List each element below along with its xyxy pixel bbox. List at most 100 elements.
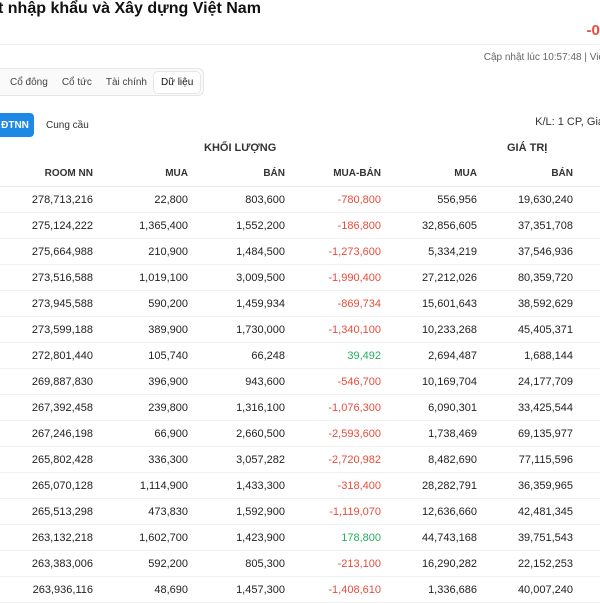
volume-buy-cell: 48,690 xyxy=(93,576,188,603)
value-buy-cell: 6,090,301 xyxy=(381,394,477,421)
row-spacer xyxy=(573,394,600,421)
volume-buy-cell: 1,602,700 xyxy=(93,524,188,551)
value-buy-cell: 32,856,605 xyxy=(381,212,477,239)
volume-buy-cell: 396,900 xyxy=(93,368,188,395)
room-nn-cell: 267,246,198 xyxy=(0,420,93,447)
value-sell-cell: 45,405,371 xyxy=(477,316,573,343)
value-sell-cell: 1,688,144 xyxy=(477,342,573,369)
value-sell-cell: 37,351,708 xyxy=(477,212,573,239)
table-row: 265,802,428 336,300 3,057,282 -2,720,982 8,4… xyxy=(0,446,600,473)
value-buy-cell: 556,956 xyxy=(381,186,477,213)
row-spacer xyxy=(573,498,600,525)
value-buy-cell: 27,212,026 xyxy=(381,264,477,291)
value-sell-cell: 33,425,544 xyxy=(477,394,573,421)
tab-co-dong[interactable]: Cổ đông xyxy=(10,76,48,88)
volume-sell-cell: 2,660,500 xyxy=(188,420,285,447)
volume-sell-cell: 1,592,900 xyxy=(188,498,285,525)
tab-du-lieu[interactable]: Dữ liệu xyxy=(154,71,201,93)
room-nn-cell: 263,132,218 xyxy=(0,524,93,551)
column-header-volume-net[interactable]: MUA-BÁN xyxy=(285,160,381,187)
volume-buy-cell: 210,900 xyxy=(93,238,188,265)
volume-sell-cell: 1,730,000 xyxy=(188,316,285,343)
room-nn-cell: 265,802,428 xyxy=(0,446,93,473)
foreign-trading-table: ROOM NN MUA BÁN MUA-BÁN MUA BÁN 278,713,… xyxy=(0,160,600,603)
volume-buy-cell: 473,830 xyxy=(93,498,188,525)
value-buy-cell: 5,334,219 xyxy=(381,238,477,265)
table-row: 267,246,198 66,900 2,660,500 -2,593,600 1,73… xyxy=(0,420,600,447)
value-sell-cell: 69,135,977 xyxy=(477,420,573,447)
room-nn-cell: 267,392,458 xyxy=(0,394,93,421)
volume-sell-cell: 1,552,200 xyxy=(188,212,285,239)
value-buy-cell: 28,282,791 xyxy=(381,472,477,499)
group-header-value: GIÁ TRỊ xyxy=(507,142,548,154)
section-tabs: Cổ đông Cổ tức Tài chính Dữ liệu xyxy=(0,68,205,96)
update-time: Cập nhật lúc 10:57:48 | Việ xyxy=(483,52,600,63)
table-row: 263,936,116 48,690 1,457,300 -1,408,610 1,33… xyxy=(0,576,600,603)
tab-tai-chinh[interactable]: Tài chính xyxy=(105,76,147,88)
value-buy-cell: 10,233,268 xyxy=(381,316,477,343)
volume-buy-cell: 336,300 xyxy=(93,446,188,473)
value-sell-cell: 42,481,345 xyxy=(477,498,573,525)
column-header-volume-sell[interactable]: BÁN xyxy=(188,160,285,187)
group-header-volume: KHỐI LƯỢNG xyxy=(204,142,277,154)
volume-net-cell: -318,400 xyxy=(285,472,381,499)
value-sell-cell: 77,115,596 xyxy=(477,446,573,473)
row-spacer xyxy=(573,264,600,291)
table-row: 263,383,006 592,200 805,300 -213,100 16,290,… xyxy=(0,550,600,577)
room-nn-cell: 272,801,440 xyxy=(0,342,93,369)
room-nn-cell: 265,513,298 xyxy=(0,498,93,525)
value-buy-cell: 15,601,643 xyxy=(381,290,477,317)
value-buy-cell: 2,694,487 xyxy=(381,342,477,369)
table-row: 273,945,588 590,200 1,459,934 -869,734 15,60… xyxy=(0,290,600,317)
volume-net-cell: -213,100 xyxy=(285,550,381,577)
volume-sell-cell: 66,248 xyxy=(188,342,285,369)
volume-net-cell: -1,076,300 xyxy=(285,394,381,421)
column-header-room-nn[interactable]: ROOM NN xyxy=(0,160,93,187)
volume-net-cell: -2,593,600 xyxy=(285,420,381,447)
room-nn-cell: 278,713,216 xyxy=(0,186,93,213)
row-spacer xyxy=(573,576,600,603)
room-nn-cell: 275,664,988 xyxy=(0,238,93,265)
room-nn-cell: 273,599,188 xyxy=(0,316,93,343)
subtab-dtnn-button[interactable]: ĐTNN xyxy=(0,113,34,137)
table-row: 269,887,830 396,900 943,600 -546,700 10,169,… xyxy=(0,368,600,395)
row-spacer xyxy=(573,472,600,499)
volume-buy-cell: 1,019,100 xyxy=(93,264,188,291)
row-spacer xyxy=(573,342,600,369)
table-row: 273,516,588 1,019,100 3,009,500 -1,990,400 2… xyxy=(0,264,600,291)
volume-buy-cell: 105,740 xyxy=(93,342,188,369)
row-spacer xyxy=(573,368,600,395)
header-divider xyxy=(0,44,600,45)
value-sell-cell: 37,546,936 xyxy=(477,238,573,265)
volume-sell-cell: 1,484,500 xyxy=(188,238,285,265)
value-sell-cell: 80,359,720 xyxy=(477,264,573,291)
value-buy-cell: 12,636,660 xyxy=(381,498,477,525)
room-nn-cell: 273,945,588 xyxy=(0,290,93,317)
column-header-volume-buy[interactable]: MUA xyxy=(93,160,188,187)
value-sell-cell: 39,751,543 xyxy=(477,524,573,551)
volume-net-cell: 178,800 xyxy=(285,524,381,551)
row-spacer xyxy=(573,186,600,213)
volume-sell-cell: 3,057,282 xyxy=(188,446,285,473)
room-nn-cell: 275,124,222 xyxy=(0,212,93,239)
table-row: 265,070,128 1,114,900 1,433,300 -318,400 28,… xyxy=(0,472,600,499)
volume-net-cell: -1,408,610 xyxy=(285,576,381,603)
subtab-cung-cau-button[interactable]: Cung cầu xyxy=(46,119,89,131)
table-body: 278,713,216 22,800 803,600 -780,800 556,956 1… xyxy=(0,186,600,603)
volume-sell-cell: 1,316,100 xyxy=(188,394,285,421)
column-header-value-sell[interactable]: BÁN xyxy=(477,160,573,187)
volume-net-cell: 39,492 xyxy=(285,342,381,369)
room-nn-cell: 263,936,116 xyxy=(0,576,93,603)
column-header-value-buy[interactable]: MUA xyxy=(381,160,477,187)
value-buy-cell: 1,336,686 xyxy=(381,576,477,603)
volume-net-cell: -1,119,070 xyxy=(285,498,381,525)
room-nn-cell: 269,887,830 xyxy=(0,368,93,395)
table-header-row: ROOM NN MUA BÁN MUA-BÁN MUA BÁN xyxy=(0,160,600,187)
table-row: 275,664,988 210,900 1,484,500 -1,273,600 5,3… xyxy=(0,238,600,265)
table-row: 278,713,216 22,800 803,600 -780,800 556,956 1… xyxy=(0,186,600,213)
room-nn-cell: 273,516,588 xyxy=(0,264,93,291)
tab-co-tuc[interactable]: Cổ tức xyxy=(61,76,92,88)
volume-net-cell: -186,800 xyxy=(285,212,381,239)
value-sell-cell: 36,359,965 xyxy=(477,472,573,499)
table-row: 267,392,458 239,800 1,316,100 -1,076,300 6,0… xyxy=(0,394,600,421)
